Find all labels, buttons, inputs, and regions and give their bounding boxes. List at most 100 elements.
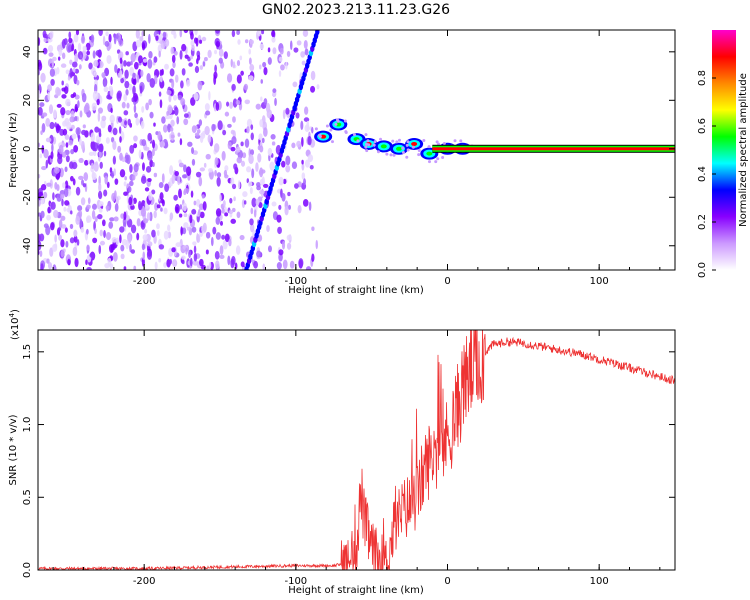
noise-blob xyxy=(141,42,146,51)
noise-blob xyxy=(191,147,195,155)
transition-noise xyxy=(422,138,426,142)
noise-blob xyxy=(278,176,284,186)
noise-blob xyxy=(183,118,189,126)
noise-blob xyxy=(80,226,85,233)
noise-blob xyxy=(56,66,60,75)
noise-blob xyxy=(285,164,291,173)
noise-blob xyxy=(170,119,175,127)
noise-blob xyxy=(108,85,113,91)
noise-blob xyxy=(52,243,58,252)
x-tick-label: 0 xyxy=(444,576,450,587)
transition-blob-peak xyxy=(320,134,327,139)
noise-blob xyxy=(62,120,68,127)
noise-blob xyxy=(177,132,181,137)
colorbar: 0.0 0.2 0.4 0.6 0.8 Normalized spectral ampl… xyxy=(697,30,749,278)
noise-blob xyxy=(136,218,141,227)
noise-blob xyxy=(61,224,67,229)
noise-blob xyxy=(40,184,47,191)
noise-blob xyxy=(207,134,212,144)
noise-blob xyxy=(67,258,71,266)
noise-blob xyxy=(205,231,211,239)
noise-blob xyxy=(135,39,142,48)
noise-blob xyxy=(94,228,97,234)
noise-blob xyxy=(179,30,183,38)
noise-blob xyxy=(148,98,152,106)
noise-blob xyxy=(266,109,273,119)
noise-blob xyxy=(48,104,54,115)
noise-blob xyxy=(158,50,161,58)
noise-blob xyxy=(301,136,304,147)
noise-blob xyxy=(303,178,306,186)
noise-blob xyxy=(73,235,78,243)
x-tick-label: 0 xyxy=(444,276,450,287)
noise-blob xyxy=(140,69,144,77)
noise-blob xyxy=(65,98,71,107)
noise-blob xyxy=(38,89,41,99)
noise-blob xyxy=(75,127,81,136)
noise-blob xyxy=(189,257,193,267)
noise-blob xyxy=(186,226,191,231)
noise-blob xyxy=(63,38,68,45)
noise-blob xyxy=(236,60,241,67)
noise-blob xyxy=(69,223,74,230)
noise-blob xyxy=(144,187,150,192)
noise-blob xyxy=(102,79,107,88)
noise-blob xyxy=(224,212,229,217)
noise-blob xyxy=(139,85,143,94)
noise-blob xyxy=(247,181,253,187)
noise-blob xyxy=(103,230,106,238)
noise-blob xyxy=(112,140,117,151)
noise-blob xyxy=(49,68,56,77)
noise-blob xyxy=(125,239,129,250)
y-tick-label: 40 xyxy=(22,45,33,58)
noise-blob xyxy=(263,66,268,76)
transition-noise xyxy=(401,146,405,150)
noise-blob xyxy=(38,83,42,92)
transition-noise xyxy=(325,124,329,128)
noise-blob xyxy=(244,138,250,148)
noise-blob xyxy=(159,99,163,109)
noise-blob xyxy=(38,200,41,207)
noise-blob xyxy=(149,77,156,88)
noise-blob xyxy=(79,110,83,118)
noise-blob xyxy=(58,234,63,241)
noise-blob xyxy=(119,152,123,161)
transition-noise xyxy=(427,160,431,164)
noise-blob xyxy=(126,61,132,67)
colorbar-tick-label: 0.0 xyxy=(697,262,708,278)
noise-blob xyxy=(181,43,187,52)
noise-blob xyxy=(242,191,248,198)
noise-blob xyxy=(181,68,186,76)
noise-blob xyxy=(124,120,127,126)
noise-blob xyxy=(221,207,225,214)
transition-noise xyxy=(405,143,409,147)
noise-blob xyxy=(248,154,254,165)
noise-blob xyxy=(281,193,286,202)
noise-blob xyxy=(132,72,136,78)
noise-blob xyxy=(183,222,189,229)
noise-blob xyxy=(249,38,253,49)
noise-blob xyxy=(271,36,276,43)
noise-blob xyxy=(104,263,110,269)
noise-blob xyxy=(65,240,69,248)
x-tick-label: -200 xyxy=(133,276,156,287)
noise-blob xyxy=(68,37,73,44)
noise-blob xyxy=(153,122,156,127)
noise-blob xyxy=(259,43,265,50)
noise-blob xyxy=(171,54,176,63)
noise-blob xyxy=(112,155,116,165)
noise-blob xyxy=(142,58,148,63)
noise-blob xyxy=(302,199,309,207)
noise-blob xyxy=(116,92,122,102)
noise-blob xyxy=(307,154,314,163)
noise-blob xyxy=(251,197,257,208)
noise-blob xyxy=(63,187,69,198)
noise-blob xyxy=(138,200,142,211)
svg-text:(x104): (x104) xyxy=(8,309,21,340)
noise-blob xyxy=(271,30,275,38)
noise-blob xyxy=(190,55,194,60)
colorbar-tick-label: 0.6 xyxy=(697,118,708,134)
y-tick-label: -20 xyxy=(22,189,33,205)
transition-noise xyxy=(417,149,421,153)
noise-blob xyxy=(129,164,133,173)
